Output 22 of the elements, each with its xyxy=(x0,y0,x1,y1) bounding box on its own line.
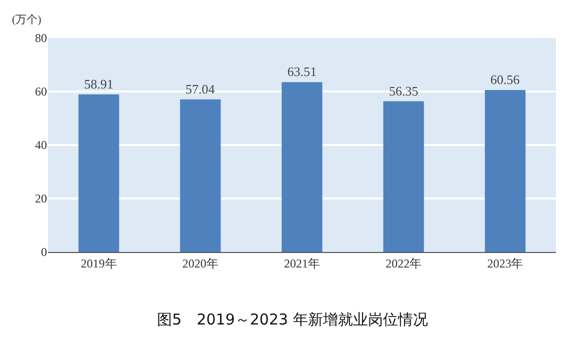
x-tick-label: 2021年 xyxy=(284,256,320,270)
y-tick-label: 60 xyxy=(35,84,47,99)
x-tick-label: 2020年 xyxy=(182,256,218,270)
x-tick-label: 2023年 xyxy=(487,256,524,270)
x-tick-label: 2022年 xyxy=(386,256,422,270)
data-label: 63.51 xyxy=(287,64,317,80)
y-axis-title: (万个) xyxy=(12,14,42,26)
bar xyxy=(180,99,221,252)
data-label: 60.56 xyxy=(490,72,520,87)
data-label: 58.91 xyxy=(84,76,114,92)
data-label: 57.04 xyxy=(186,81,216,96)
bar xyxy=(484,90,526,252)
text: 图5 2019～2023 年新增就业岗位情况 xyxy=(157,310,428,329)
y-tick-label: 40 xyxy=(35,138,47,152)
bar xyxy=(282,82,322,252)
y-tick-label: 0 xyxy=(41,245,47,260)
data-label: 56.35 xyxy=(388,83,418,98)
y-tick-label: 80 xyxy=(35,31,47,46)
bar xyxy=(78,94,120,252)
y-tick-label: 20 xyxy=(35,192,47,206)
x-tick-label: 2019年 xyxy=(80,256,117,270)
bar xyxy=(383,101,424,252)
